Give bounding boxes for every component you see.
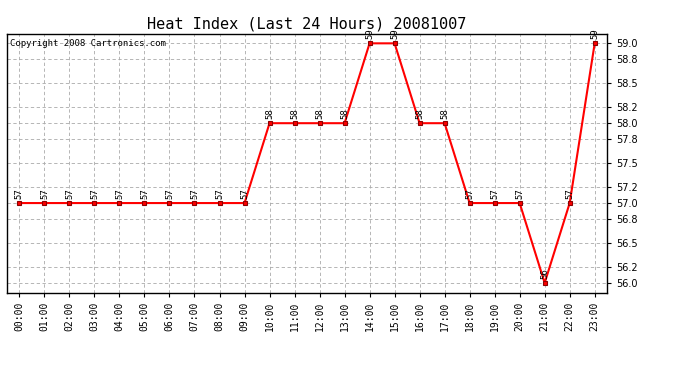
Text: 58: 58 xyxy=(265,108,274,119)
Title: Heat Index (Last 24 Hours) 20081007: Heat Index (Last 24 Hours) 20081007 xyxy=(148,16,466,31)
Text: 57: 57 xyxy=(65,188,74,199)
Text: 57: 57 xyxy=(490,188,499,199)
Text: 57: 57 xyxy=(465,188,474,199)
Text: Copyright 2008 Cartronics.com: Copyright 2008 Cartronics.com xyxy=(10,39,166,48)
Text: 57: 57 xyxy=(40,188,49,199)
Text: 57: 57 xyxy=(515,188,524,199)
Text: 57: 57 xyxy=(90,188,99,199)
Text: 57: 57 xyxy=(165,188,174,199)
Text: 58: 58 xyxy=(290,108,299,119)
Text: 57: 57 xyxy=(15,188,24,199)
Text: 57: 57 xyxy=(190,188,199,199)
Text: 56: 56 xyxy=(540,268,549,279)
Text: 57: 57 xyxy=(140,188,149,199)
Text: 58: 58 xyxy=(415,108,424,119)
Text: 59: 59 xyxy=(390,28,399,39)
Text: 57: 57 xyxy=(115,188,124,199)
Text: 58: 58 xyxy=(440,108,449,119)
Text: 58: 58 xyxy=(340,108,349,119)
Text: 59: 59 xyxy=(365,28,374,39)
Text: 58: 58 xyxy=(315,108,324,119)
Text: 59: 59 xyxy=(590,28,599,39)
Text: 57: 57 xyxy=(565,188,574,199)
Text: 57: 57 xyxy=(240,188,249,199)
Text: 57: 57 xyxy=(215,188,224,199)
